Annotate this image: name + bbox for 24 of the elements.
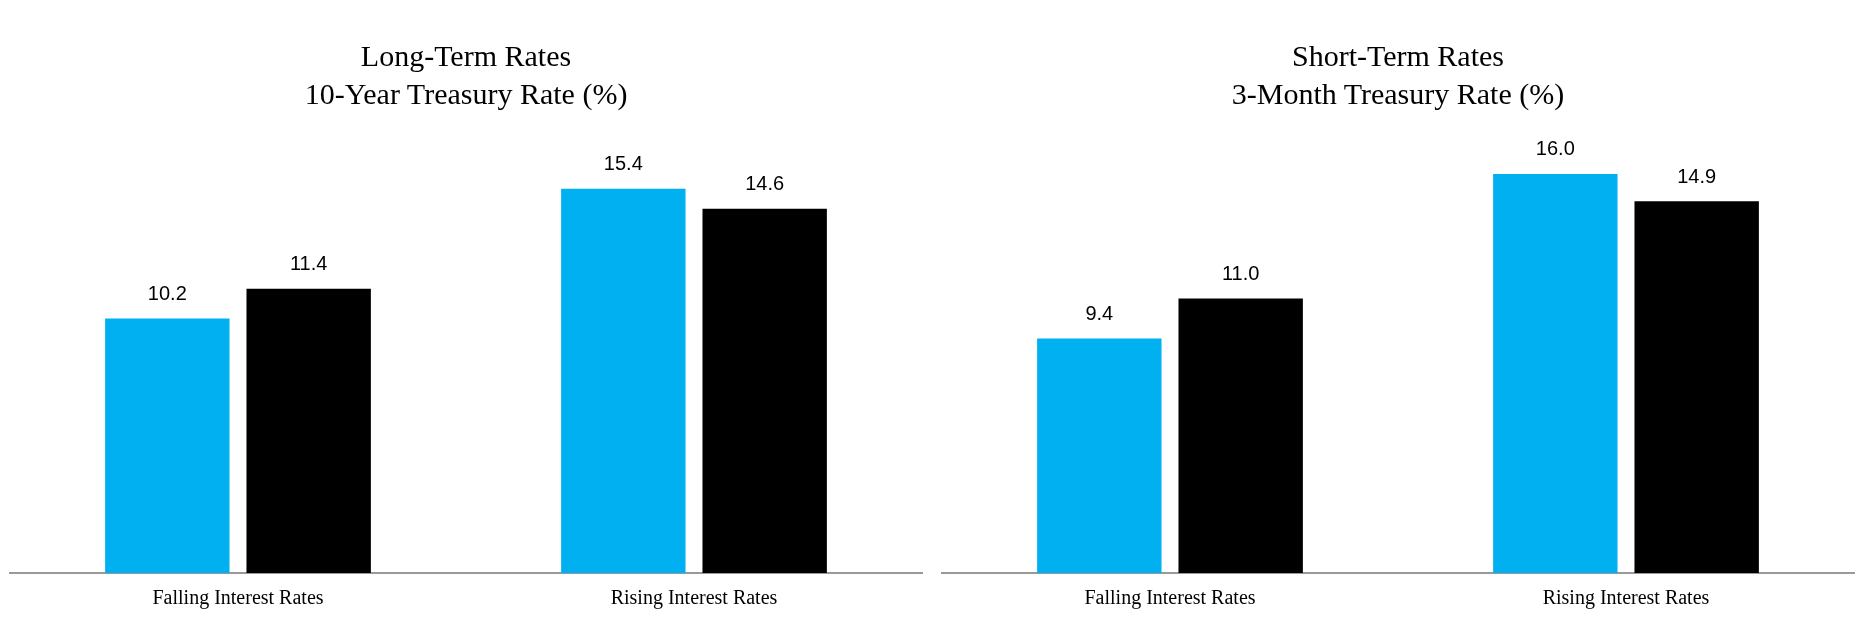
x-tick-label: Falling Interest Rates: [152, 586, 324, 610]
bar: [1493, 173, 1618, 573]
data-label: 9.4: [1085, 302, 1114, 325]
chart-subtitle: 3-Month Treasury Rate (%): [1231, 76, 1565, 111]
x-tick-label: Falling Interest Rates: [1084, 586, 1256, 610]
bar: [1178, 298, 1303, 573]
data-label: 15.4: [603, 152, 643, 175]
x-tick-label: Rising Interest Rates: [610, 586, 778, 610]
data-label: 10.2: [147, 282, 187, 305]
data-label: 11.4: [289, 252, 328, 275]
chart-title: Long-Term Rates: [360, 38, 572, 72]
bar: [105, 318, 230, 573]
data-label: 14.9: [1677, 164, 1717, 187]
bar: [1634, 201, 1759, 573]
bar: [561, 188, 686, 573]
data-label: 11.0: [1221, 262, 1260, 285]
bar: [1037, 338, 1162, 573]
x-tick-label: Rising Interest Rates: [1542, 586, 1710, 610]
chart-subtitle: 10-Year Treasury Rate (%): [304, 76, 628, 111]
data-label: 16.0: [1535, 137, 1575, 160]
data-label: 14.6: [745, 172, 785, 195]
chart-title: Short-Term Rates: [1291, 38, 1505, 72]
bar: [246, 288, 371, 573]
bar: [702, 208, 827, 573]
